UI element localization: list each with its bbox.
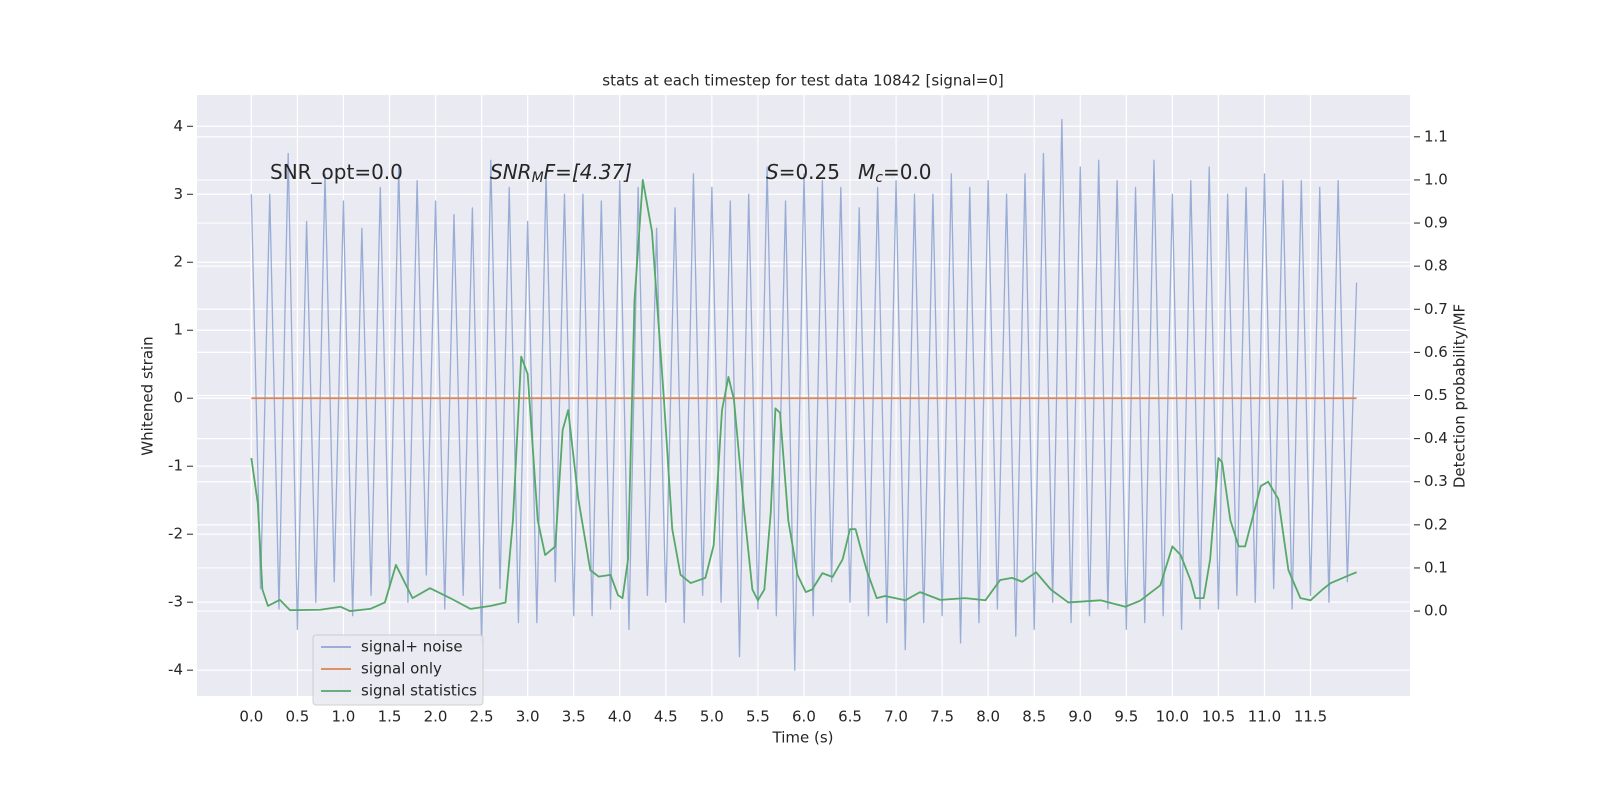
series-line (250, 118, 1358, 671)
annotation-part: SNR_opt=0.0 (270, 160, 403, 184)
legend-label: signal only (361, 660, 442, 678)
annotation-part: M (532, 170, 544, 186)
x-tick-label: 3.5 (562, 708, 586, 726)
x-tick-label: 0.5 (285, 708, 309, 726)
y2-tick-label: 0.0 (1424, 602, 1448, 620)
y2-tick-label: 0.6 (1424, 343, 1448, 361)
x-tick-label: 10.5 (1202, 708, 1235, 726)
x-tick-label: 11.5 (1294, 708, 1327, 726)
y2-tick-label: 0.7 (1424, 300, 1448, 318)
y-tick-label: -3 (168, 593, 183, 611)
legend-label: signal statistics (361, 682, 477, 700)
x-tick-label: 5.0 (700, 708, 724, 726)
y-tick-label: 1 (173, 321, 183, 339)
y2-tick-label: 0.3 (1424, 472, 1448, 490)
annotation: SNRMF=[4.37] (490, 160, 632, 187)
x-tick-label: 7.5 (930, 708, 954, 726)
annotation: S=0.25 (766, 160, 840, 184)
y2-tick-label: 0.8 (1424, 257, 1448, 275)
x-tick-label: 7.0 (884, 708, 908, 726)
x-tick-label: 8.5 (1022, 708, 1046, 726)
annotation-part: M (858, 160, 875, 184)
x-tick-label: 10.0 (1156, 708, 1189, 726)
y2-axis-label: Detection probability/MF (1451, 304, 1469, 488)
y2-tick-label: 0.5 (1424, 386, 1448, 404)
y2-tick-label: 1.0 (1424, 170, 1448, 188)
legend-box (312, 634, 484, 706)
y2-tick-label: 0.9 (1424, 214, 1448, 232)
y-tick-label: 2 (173, 253, 183, 271)
y-tick-label: -1 (168, 457, 183, 475)
y-tick-label: 0 (173, 389, 183, 407)
x-tick-label: 2.5 (470, 708, 494, 726)
x-tick-label: 0.0 (239, 708, 263, 726)
chart-title: stats at each timestep for test data 108… (602, 72, 1003, 90)
x-tick-label: 9.0 (1068, 708, 1092, 726)
annotation-part: S (766, 160, 779, 184)
y2-tick-label: 0.2 (1424, 515, 1448, 533)
y-tick-label: -2 (168, 525, 183, 543)
x-tick-label: 6.5 (838, 708, 862, 726)
x-tick-label: 1.0 (332, 708, 356, 726)
x-tick-label: 5.5 (746, 708, 770, 726)
annotation-part: c (875, 170, 883, 186)
y-tick-label: 3 (173, 185, 183, 203)
x-tick-label: 2.0 (424, 708, 448, 726)
x-tick-label: 6.0 (792, 708, 816, 726)
annotation: SNR_opt=0.0 (270, 160, 403, 184)
x-tick-label: 4.0 (608, 708, 632, 726)
y-tick-label: 4 (173, 117, 183, 135)
y2-tick-label: 1.1 (1424, 127, 1448, 145)
y2-tick-label: 0.1 (1424, 558, 1448, 576)
x-tick-label: 9.5 (1114, 708, 1138, 726)
annotation-part: =0.0 (883, 160, 932, 184)
annotation-part: =0.25 (779, 160, 840, 184)
x-tick-label: 1.5 (378, 708, 402, 726)
x-tick-label: 3.0 (516, 708, 540, 726)
annotation: Mc=0.0 (858, 160, 932, 187)
y-tick-label: -4 (168, 661, 183, 679)
series-line (250, 179, 1357, 612)
y-axis-label: Whitened strain (139, 336, 157, 455)
x-tick-label: 8.0 (976, 708, 1000, 726)
legend: signal+ noise signal only signal statistic… (312, 634, 484, 706)
x-tick-label: 4.5 (654, 708, 678, 726)
annotation-part: SNR (490, 160, 532, 184)
y2-tick-label: 0.4 (1424, 429, 1448, 447)
legend-label: signal+ noise (361, 638, 463, 656)
x-axis-label: Time (s) (772, 729, 834, 747)
annotation-part: F=[4.37] (544, 160, 632, 184)
x-tick-label: 11.0 (1248, 708, 1281, 726)
